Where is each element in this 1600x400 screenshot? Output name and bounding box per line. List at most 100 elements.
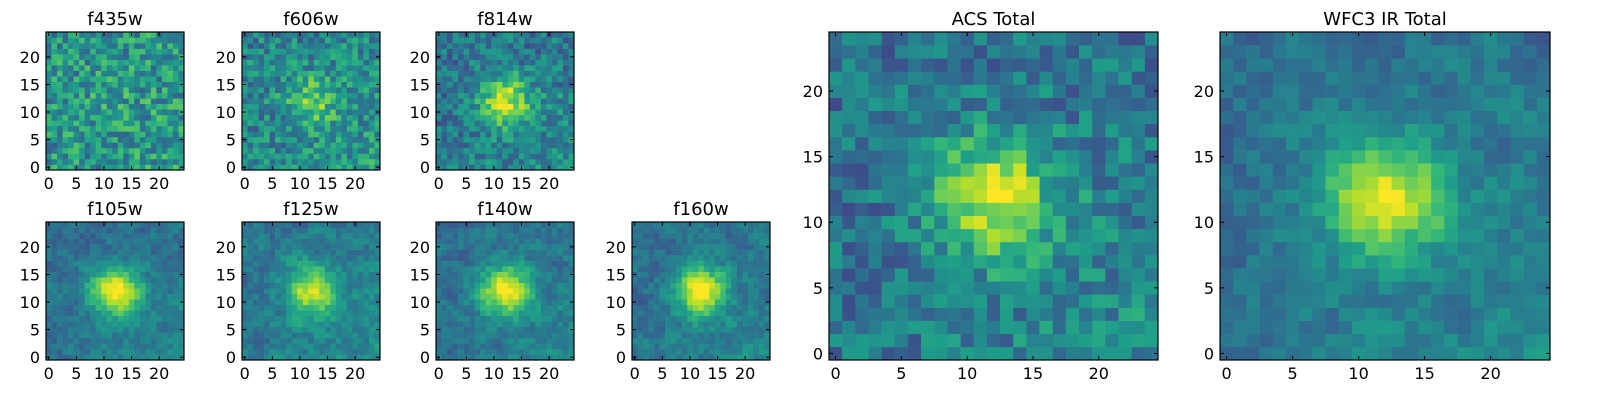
heatmap-cell — [764, 233, 771, 239]
heatmap-cell — [79, 131, 85, 138]
heatmap-cell — [518, 304, 525, 311]
heatmap-cell — [101, 87, 108, 94]
heatmap-cell — [324, 142, 331, 149]
heatmap-cell — [79, 164, 85, 171]
heatmap-cell — [374, 282, 381, 289]
heatmap-cell — [242, 227, 248, 234]
heatmap-cell — [73, 136, 80, 143]
heatmap-cell — [178, 337, 185, 344]
heatmap-cell — [562, 54, 569, 60]
heatmap-cell — [313, 81, 320, 88]
heatmap-cell — [670, 271, 677, 278]
heatmap-cell — [172, 114, 179, 121]
heatmap-cell — [480, 120, 486, 127]
heatmap-cell — [313, 76, 320, 82]
heatmap-cell — [568, 304, 575, 311]
heatmap-cell — [731, 249, 738, 256]
heatmap-cell — [264, 321, 270, 328]
heatmap-cell — [731, 343, 738, 350]
y-tick-label: 10 — [410, 293, 430, 312]
heatmap-cell — [665, 337, 671, 344]
heatmap-cell — [178, 76, 185, 82]
heatmap-cell — [463, 131, 470, 138]
heatmap-cell — [352, 70, 359, 77]
heatmap-cell — [855, 268, 869, 282]
heatmap-cell — [247, 125, 254, 132]
heatmap-cell — [747, 337, 754, 344]
heatmap-cell — [357, 266, 364, 272]
heatmap-cell — [330, 59, 337, 66]
heatmap-cell — [632, 249, 638, 256]
heatmap-cell — [264, 43, 270, 49]
heatmap-cell — [161, 32, 168, 38]
heatmap-cell — [319, 37, 326, 44]
heatmap-cell — [280, 249, 287, 256]
heatmap-cell — [286, 147, 292, 154]
heatmap-cell — [341, 136, 348, 143]
heatmap-cell — [648, 326, 655, 333]
heatmap-cell — [709, 233, 716, 239]
heatmap-cell — [335, 222, 342, 228]
heatmap-cell — [1105, 333, 1119, 348]
heatmap-cell — [51, 147, 58, 154]
heatmap-cell — [524, 98, 531, 105]
heatmap-cell — [551, 354, 558, 361]
heatmap-cell — [57, 343, 63, 350]
heatmap-cell — [632, 266, 638, 272]
heatmap-cell — [960, 163, 975, 177]
heatmap-cell — [540, 37, 547, 44]
heatmap-cell — [341, 343, 348, 350]
heatmap-cell — [458, 81, 464, 88]
heatmap-cell — [463, 98, 470, 105]
heatmap-cell — [568, 70, 575, 77]
heatmap-cell — [758, 337, 765, 344]
heatmap-cell — [557, 103, 564, 110]
heatmap-cell — [117, 147, 124, 154]
heatmap-cell — [709, 304, 716, 311]
heatmap-cell — [352, 249, 359, 256]
heatmap-cell — [123, 87, 130, 94]
heatmap-cell — [529, 98, 536, 105]
heatmap-cell — [374, 310, 381, 317]
heatmap-cell — [286, 37, 292, 44]
heatmap-cell — [747, 255, 754, 261]
x-tick-label: 20 — [149, 364, 169, 383]
heatmap-cell — [551, 244, 558, 250]
heatmap-cell — [524, 87, 531, 94]
heatmap-cell — [474, 147, 481, 154]
heatmap-cell — [458, 260, 464, 267]
heatmap-cell — [947, 176, 961, 190]
heatmap-cell — [568, 48, 575, 55]
heatmap-cell — [352, 326, 359, 333]
heatmap-cell — [269, 282, 276, 289]
heatmap-cell — [469, 142, 475, 149]
heatmap-cell — [172, 326, 179, 333]
heatmap-cell — [167, 153, 174, 160]
heatmap-cell — [463, 153, 470, 160]
heatmap-cell — [562, 48, 569, 55]
heatmap-cell — [308, 343, 315, 350]
heatmap-cell — [253, 233, 259, 239]
heatmap-cell — [357, 59, 364, 66]
heatmap-cell — [480, 255, 486, 261]
heatmap-cell — [346, 153, 353, 160]
heatmap-cell — [507, 43, 514, 49]
heatmap-cell — [68, 315, 74, 322]
heatmap-cell — [463, 238, 470, 245]
heatmap-cell — [167, 103, 174, 110]
heatmap-cell — [68, 293, 74, 300]
heatmap-cell — [368, 54, 375, 60]
heatmap-cell — [535, 65, 542, 71]
heatmap-cell — [855, 294, 869, 308]
heatmap-cell — [90, 164, 96, 171]
heatmap-cell — [703, 332, 710, 339]
heatmap-cell — [753, 238, 760, 245]
heatmap-cell — [258, 315, 265, 322]
heatmap-cell — [714, 348, 721, 355]
heatmap-cell — [330, 244, 337, 250]
heatmap-cell — [374, 321, 381, 328]
heatmap-cell — [524, 32, 531, 38]
heatmap-cell — [313, 332, 320, 339]
heatmap-cell — [540, 238, 547, 245]
